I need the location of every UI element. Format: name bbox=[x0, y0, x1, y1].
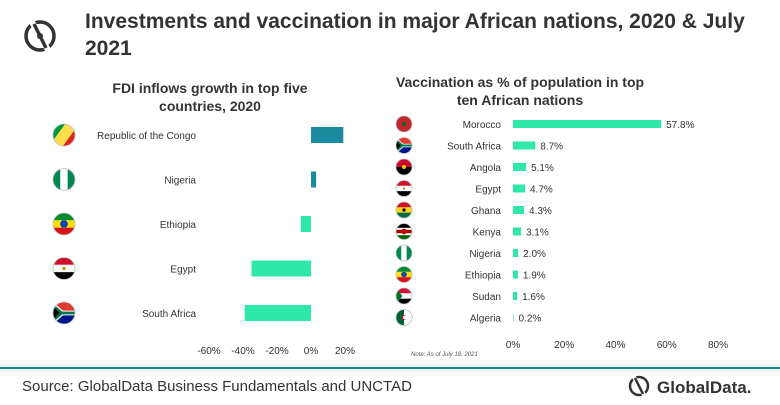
fdi-x-tick-label: 20% bbox=[335, 346, 355, 357]
nigeria-flag-icon bbox=[395, 244, 413, 262]
vaccination-x-tick-label: 40% bbox=[605, 340, 625, 351]
egypt-flag-icon bbox=[395, 180, 413, 197]
vaccination-category-label: Sudan bbox=[472, 292, 501, 303]
vaccination-x-tick-label: 20% bbox=[554, 340, 574, 351]
south-africa-flag-icon bbox=[52, 301, 76, 325]
vaccination-bar bbox=[513, 206, 525, 214]
algeria-flag-icon bbox=[395, 309, 413, 326]
globaldata-brand-icon bbox=[628, 375, 650, 397]
source-text: Source: GlobalData Business Fundamentals… bbox=[22, 378, 412, 395]
fdi-category-label: Ethiopia bbox=[160, 220, 197, 231]
vaccination-category-label: Algeria bbox=[470, 314, 502, 325]
fdi-bar bbox=[300, 216, 311, 232]
vaccination-category-label: Angola bbox=[470, 163, 502, 174]
fdi-category-label: South Africa bbox=[142, 309, 196, 320]
vaccination-bar bbox=[513, 292, 518, 300]
page-title: Investments and vaccination in major Afr… bbox=[85, 10, 745, 60]
morocco-flag-icon bbox=[395, 115, 413, 133]
fdi-category-label: Nigeria bbox=[164, 176, 196, 187]
vaccination-category-label: Kenya bbox=[473, 228, 502, 239]
fdi-x-tick-label: -60% bbox=[197, 346, 220, 357]
vaccination-chart: Morocco 57.8% South Africa 8.7% Angola 5.1% Eg… bbox=[395, 115, 728, 351]
vaccination-bar bbox=[513, 184, 526, 193]
vaccination-value-label: 4.7% bbox=[530, 185, 553, 196]
vaccination-category-label: Nigeria bbox=[469, 249, 501, 260]
egypt-flag-icon bbox=[52, 257, 76, 280]
vaccination-bar bbox=[513, 120, 662, 128]
fdi-bar bbox=[311, 171, 317, 188]
vaccination-bar bbox=[513, 227, 521, 236]
vaccination-category-label: Egypt bbox=[475, 185, 501, 196]
fdi-bar bbox=[251, 260, 311, 277]
vaccination-value-label: 4.3% bbox=[529, 206, 552, 217]
ghana-flag-icon bbox=[395, 201, 413, 219]
vaccination-value-label: 3.1% bbox=[526, 228, 549, 239]
fdi-chart-title: FDI inflows growth in top five countries… bbox=[112, 80, 308, 114]
footer-divider bbox=[0, 367, 780, 369]
vaccination-bar bbox=[513, 249, 519, 257]
fdi-category-label: Republic of the Congo bbox=[97, 131, 196, 142]
vaccination-bar bbox=[513, 163, 527, 171]
vaccination-bar bbox=[513, 313, 514, 322]
vaccination-bar bbox=[513, 270, 518, 279]
vaccination-value-label: 2.0% bbox=[523, 249, 546, 260]
chart-note: Note: As of July 18, 2021 bbox=[411, 352, 478, 358]
vaccination-x-tick-label: 60% bbox=[657, 340, 677, 351]
ethiopia-flag-icon bbox=[395, 266, 413, 283]
vaccination-bar bbox=[513, 141, 536, 150]
fdi-bar bbox=[311, 127, 344, 143]
nigeria-flag-icon bbox=[52, 168, 76, 191]
brand-name: GlobalData. bbox=[657, 378, 752, 397]
vaccination-category-label: Morocco bbox=[463, 120, 502, 131]
vaccination-value-label: 5.1% bbox=[531, 163, 554, 174]
fdi-x-tick-label: -20% bbox=[265, 346, 288, 357]
vaccination-value-label: 1.9% bbox=[523, 271, 546, 282]
brand: GlobalData. bbox=[627, 372, 777, 402]
fdi-bar bbox=[244, 305, 311, 321]
vaccination-value-label: 57.8% bbox=[666, 120, 694, 131]
vaccination-value-label: 0.2% bbox=[519, 314, 542, 325]
ethiopia-flag-icon bbox=[52, 212, 76, 236]
fdi-category-label: Egypt bbox=[170, 265, 196, 276]
globaldata-logo-icon bbox=[24, 20, 56, 52]
fdi-chart: Republic of the Congo Nigeria Ethiopia Egyp… bbox=[52, 123, 355, 357]
fdi-x-tick-label: 0% bbox=[304, 346, 319, 357]
vaccination-category-label: Ghana bbox=[471, 206, 501, 217]
vaccination-chart-title: Vaccination as % of population in top te… bbox=[395, 74, 645, 108]
south-africa-flag-icon bbox=[395, 137, 413, 154]
kenya-flag-icon bbox=[395, 223, 413, 240]
vaccination-value-label: 1.6% bbox=[522, 292, 545, 303]
vaccination-category-label: Ethiopia bbox=[465, 271, 502, 282]
vaccination-x-tick-label: 80% bbox=[708, 340, 728, 351]
fdi-x-tick-label: -40% bbox=[231, 346, 254, 357]
vaccination-x-tick-label: 0% bbox=[506, 340, 521, 351]
sudan-flag-icon bbox=[395, 287, 413, 305]
angola-flag-icon bbox=[395, 158, 413, 176]
congo-flag-icon bbox=[52, 123, 76, 147]
vaccination-value-label: 8.7% bbox=[540, 142, 563, 153]
vaccination-category-label: South Africa bbox=[447, 142, 501, 153]
